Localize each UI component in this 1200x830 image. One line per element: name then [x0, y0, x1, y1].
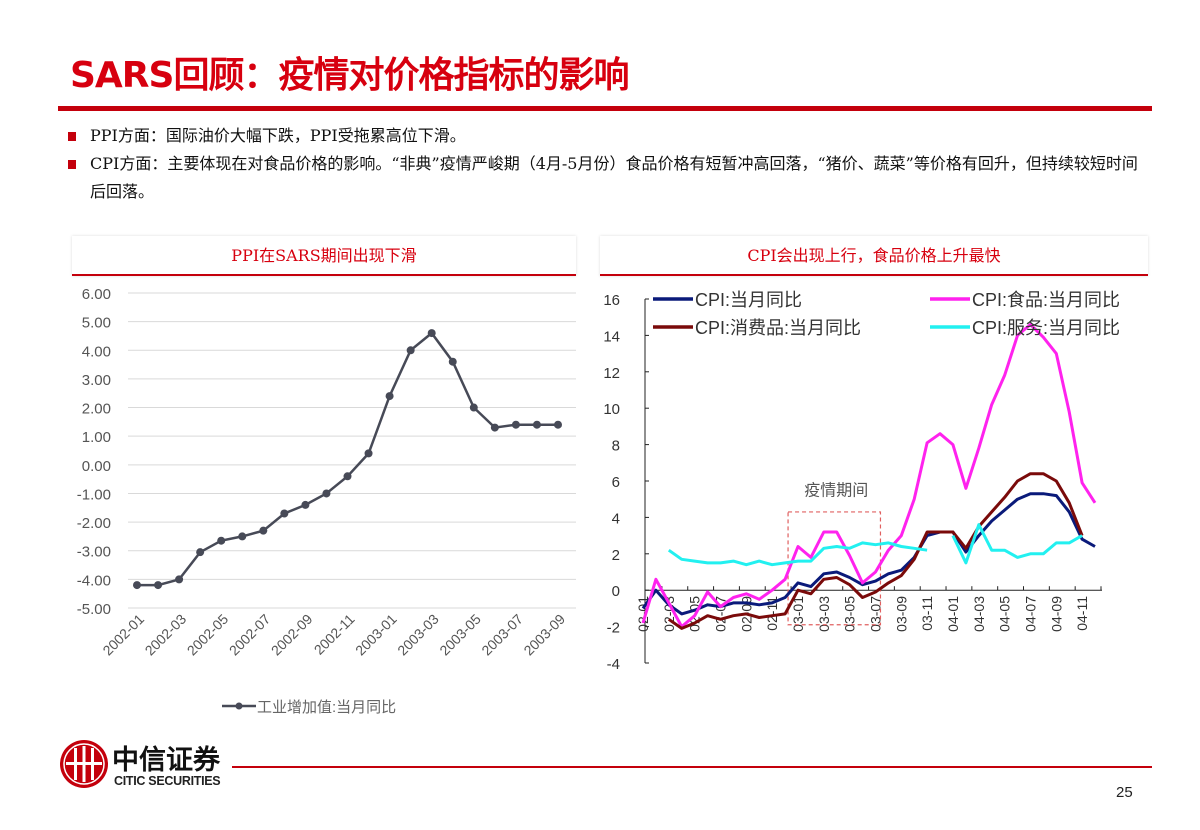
x-tick-label: 04-07: [1022, 596, 1038, 632]
y-tick-label: 4: [612, 510, 620, 527]
data-point: [133, 581, 141, 590]
data-point: [322, 489, 331, 498]
y-tick-label: 6: [612, 474, 620, 491]
y-tick-label: 0.00: [82, 458, 111, 475]
x-tick-label: 04-11: [1074, 596, 1090, 631]
data-point: [301, 500, 310, 509]
y-tick-label: -3.00: [77, 544, 111, 561]
page-number: 25: [1116, 784, 1133, 801]
title-divider: [58, 106, 1152, 111]
x-tick-label: 03-03: [816, 596, 832, 632]
bullet-square-icon: [68, 160, 76, 169]
y-tick-label: 10: [603, 401, 620, 418]
x-tick-label: 03-05: [842, 596, 858, 632]
data-point: [448, 357, 457, 366]
data-point: [217, 536, 226, 545]
series-line: [641, 323, 1097, 629]
series-line: [667, 472, 1084, 630]
y-tick-label: -2: [607, 620, 620, 637]
x-tick-label: 03-11: [919, 596, 935, 631]
y-tick-label: -1.00: [77, 486, 111, 503]
legend-label: CPI:消费品:当月同比: [695, 318, 861, 338]
bullet-square-icon: [68, 132, 76, 141]
epidemic-period-label: 疫情期间: [804, 482, 868, 500]
y-tick-label: 14: [603, 328, 620, 345]
series-line: [667, 523, 1083, 567]
data-point: [511, 420, 520, 429]
footer-divider: [232, 766, 1152, 768]
x-tick-label: 03-07: [867, 596, 883, 632]
y-tick-label: 3.00: [82, 372, 111, 389]
y-tick-label: 0: [612, 583, 620, 600]
y-tick-label: -4: [607, 656, 620, 673]
data-point: [259, 526, 268, 535]
y-tick-label: -4.00: [77, 572, 111, 589]
epidemic-period-box: [787, 511, 882, 626]
x-tick-label: 03-01: [790, 596, 806, 632]
bullet-ppi: PPI方面：国际油价大幅下跌，PPI受拖累高位下滑。: [66, 122, 1146, 150]
legend-label: CPI:服务:当月同比: [972, 318, 1120, 338]
y-tick-label: 5.00: [82, 315, 111, 332]
y-tick-label: -2.00: [77, 515, 111, 532]
data-point: [554, 420, 562, 429]
data-point: [154, 581, 163, 590]
x-tick-label: 03-09: [893, 596, 909, 632]
y-tick-label: -5.00: [77, 601, 111, 618]
data-point: [238, 532, 247, 541]
legend-label: CPI:食品:当月同比: [972, 290, 1120, 310]
data-point: [532, 420, 541, 429]
x-tick-label: 04-09: [1048, 596, 1064, 632]
y-tick-label: 2.00: [82, 401, 111, 418]
right-panel-title: CPI会出现上行，食品价格上升最快: [600, 236, 1148, 276]
bullet-cpi: CPI方面：主要体现在对食品价格的影响。“非典”疫情严峻期（4月-5月份）食品价…: [66, 150, 1146, 206]
citic-logo-icon: [60, 740, 108, 788]
data-point: [343, 472, 352, 481]
data-point: [196, 548, 205, 557]
data-point: [385, 392, 394, 401]
y-tick-label: 8: [612, 438, 620, 455]
data-point: [364, 449, 373, 458]
data-point: [175, 575, 184, 584]
logo-chinese-name: 中信证券: [112, 745, 220, 776]
data-point: [280, 509, 289, 518]
legend-label: 工业增加值:当月同比: [257, 699, 396, 716]
bullet-text: PPI方面：国际油价大幅下跌，PPI受拖累高位下滑。: [90, 126, 466, 145]
logo-english-name: CITIC SECURITIES: [114, 774, 221, 788]
slide-title: SARS回顾：疫情对价格指标的影响: [70, 55, 629, 96]
y-tick-label: 1.00: [82, 429, 111, 446]
ppi-chart: 6.00 5.00 4.00 3.00 2.00 1.00 0.00 -1.00 -2.00 -3…: [77, 286, 576, 716]
y-tick-label: 2: [612, 547, 620, 564]
bullet-text: CPI方面：主要体现在对食品价格的影响。“非典”疫情严峻期（4月-5月份）食品价…: [90, 154, 1138, 201]
data-point: [427, 329, 436, 338]
bullet-list: PPI方面：国际油价大幅下跌，PPI受拖累高位下滑。 CPI方面：主要体现在对食…: [66, 122, 1146, 206]
data-point: [469, 403, 478, 412]
data-point: [490, 423, 499, 432]
left-panel-title: PPI在SARS期间出现下滑: [72, 236, 576, 276]
data-point: [406, 346, 415, 355]
y-tick-label: 12: [603, 365, 620, 382]
x-tick-label: 04-05: [997, 596, 1013, 632]
x-tick-label: 04-01: [945, 596, 961, 632]
legend-label: CPI:当月同比: [695, 290, 802, 310]
y-tick-label: 16: [603, 292, 620, 309]
y-tick-label: 6.00: [82, 286, 111, 303]
legend-marker-icon: [235, 702, 243, 710]
x-tick-label: 04-03: [971, 596, 987, 632]
y-tick-label: 4.00: [82, 343, 111, 360]
